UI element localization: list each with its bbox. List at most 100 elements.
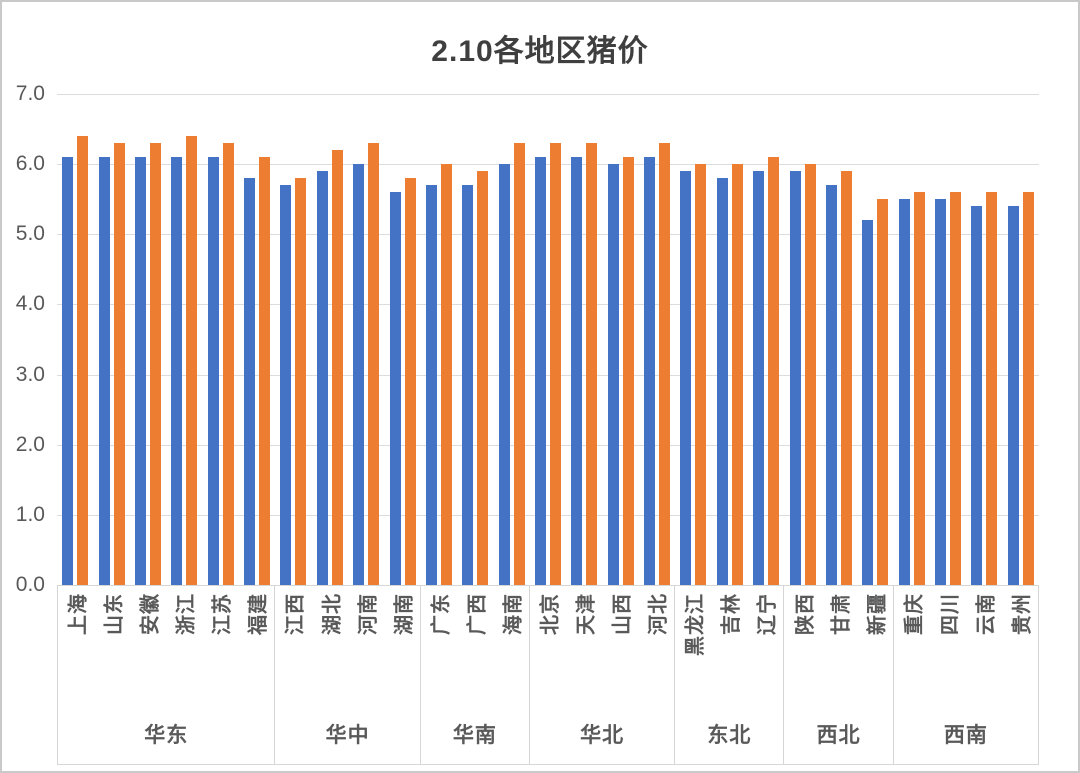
province-label: 四川 bbox=[939, 593, 962, 635]
y-tick-label: 0.0 bbox=[15, 573, 45, 596]
region-label: 华北 bbox=[580, 723, 625, 747]
label-group: 陕西 甘肃 新疆 西北 bbox=[784, 586, 894, 764]
bar-blue bbox=[280, 185, 292, 585]
province-row: 北京 天津 山西 河北 bbox=[530, 586, 674, 703]
bar-blue bbox=[462, 185, 474, 585]
bar-blue bbox=[98, 157, 110, 585]
province-cell: 海南 bbox=[493, 586, 529, 703]
y-tick-label: 4.0 bbox=[15, 292, 45, 316]
bar-orange bbox=[113, 143, 125, 585]
bar-blue bbox=[134, 157, 146, 585]
province-label: 广东 bbox=[430, 593, 453, 635]
region-label: 华东 bbox=[144, 723, 189, 747]
province-cell: 云南 bbox=[966, 586, 1002, 703]
bar-orange bbox=[768, 157, 780, 585]
y-tick-label: 7.0 bbox=[15, 82, 45, 105]
bar-group bbox=[530, 94, 675, 585]
bar-group bbox=[784, 94, 893, 585]
y-tick-label: 3.0 bbox=[15, 362, 45, 386]
province-cell: 四川 bbox=[930, 586, 966, 703]
bar-pair bbox=[930, 94, 966, 585]
bar-orange bbox=[259, 157, 271, 585]
gridline bbox=[57, 514, 1039, 516]
bar-pair bbox=[966, 94, 1002, 585]
bar-pair bbox=[57, 94, 93, 585]
bar-group bbox=[57, 94, 275, 585]
province-label: 湖北 bbox=[321, 593, 344, 635]
bar-blue bbox=[935, 199, 947, 585]
bar-blue bbox=[825, 185, 837, 585]
province-row: 广东 广西 海南 bbox=[421, 586, 529, 703]
province-label: 吉林 bbox=[720, 593, 743, 635]
bar-pair bbox=[457, 94, 493, 585]
bar-pair bbox=[857, 94, 893, 585]
province-label: 黑龙江 bbox=[684, 593, 707, 656]
x-axis-table: 上海 山东 安徽 浙江 江苏 福建 华东 江西 湖北 河南 湖南 华中 广东 广西 海南 华南 北京 天津 山西 河北… bbox=[57, 585, 1039, 765]
bar-pair bbox=[312, 94, 348, 585]
bar-blue bbox=[244, 178, 256, 585]
province-cell: 广东 bbox=[421, 586, 457, 703]
province-row: 陕西 甘肃 新疆 bbox=[784, 586, 892, 703]
province-cell: 浙江 bbox=[166, 586, 202, 703]
region-label: 华中 bbox=[325, 723, 370, 747]
bar-orange bbox=[513, 143, 525, 585]
province-cell: 湖北 bbox=[312, 586, 348, 703]
bar-group bbox=[675, 94, 784, 585]
region-label: 华南 bbox=[452, 723, 497, 747]
y-tick-label: 6.0 bbox=[15, 152, 45, 176]
province-label: 山西 bbox=[611, 593, 634, 635]
province-label: 北京 bbox=[539, 593, 562, 635]
bar-orange bbox=[404, 178, 416, 585]
province-cell: 山西 bbox=[602, 586, 638, 703]
bar-orange bbox=[186, 136, 198, 585]
bar-blue bbox=[753, 171, 765, 585]
y-tick-label: 5.0 bbox=[15, 222, 45, 246]
province-label: 上海 bbox=[67, 593, 90, 635]
province-cell: 新疆 bbox=[857, 586, 893, 703]
bar-pair bbox=[784, 94, 820, 585]
label-group: 江西 湖北 河南 湖南 华中 bbox=[275, 586, 421, 764]
bar-pair bbox=[203, 94, 239, 585]
province-label: 江西 bbox=[284, 593, 307, 635]
bar-blue bbox=[171, 157, 183, 585]
province-cell: 吉林 bbox=[711, 586, 747, 703]
bar-orange bbox=[295, 178, 307, 585]
bar-orange bbox=[731, 164, 743, 585]
label-group: 重庆 四川 云南 贵州 西南 bbox=[894, 586, 1038, 764]
province-label: 广西 bbox=[466, 593, 489, 635]
bar-orange bbox=[986, 192, 998, 585]
bar-orange bbox=[222, 143, 234, 585]
gridline bbox=[57, 164, 1039, 166]
province-label: 贵州 bbox=[1011, 593, 1034, 635]
bar-orange bbox=[913, 192, 925, 585]
bar-group bbox=[894, 94, 1039, 585]
label-group: 北京 天津 山西 河北 华北 bbox=[530, 586, 676, 764]
bar-blue bbox=[498, 164, 510, 585]
province-label: 甘肃 bbox=[830, 593, 853, 635]
province-row: 黑龙江 吉林 辽宁 bbox=[675, 586, 783, 703]
province-label: 浙江 bbox=[175, 593, 198, 635]
bar-group bbox=[275, 94, 420, 585]
bar-blue bbox=[353, 164, 365, 585]
province-cell: 甘肃 bbox=[821, 586, 857, 703]
bar-pair bbox=[348, 94, 384, 585]
bar-orange bbox=[368, 143, 380, 585]
bar-pair bbox=[384, 94, 420, 585]
province-label: 天津 bbox=[575, 593, 598, 635]
province-cell: 安徽 bbox=[130, 586, 166, 703]
label-group: 黑龙江 吉林 辽宁 东北 bbox=[675, 586, 785, 764]
region-label: 西南 bbox=[943, 723, 988, 747]
bar-orange bbox=[659, 143, 671, 585]
province-label: 云南 bbox=[975, 593, 998, 635]
province-cell: 贵州 bbox=[1002, 586, 1038, 703]
province-cell: 河北 bbox=[638, 586, 674, 703]
province-cell: 天津 bbox=[566, 586, 602, 703]
bar-pair bbox=[239, 94, 275, 585]
bars-container bbox=[57, 94, 1039, 585]
gridline bbox=[57, 94, 1039, 95]
bar-blue bbox=[1007, 206, 1019, 585]
bar-orange bbox=[804, 164, 816, 585]
province-cell: 福建 bbox=[238, 586, 274, 703]
province-cell: 江西 bbox=[275, 586, 311, 703]
province-label: 河南 bbox=[357, 593, 380, 635]
